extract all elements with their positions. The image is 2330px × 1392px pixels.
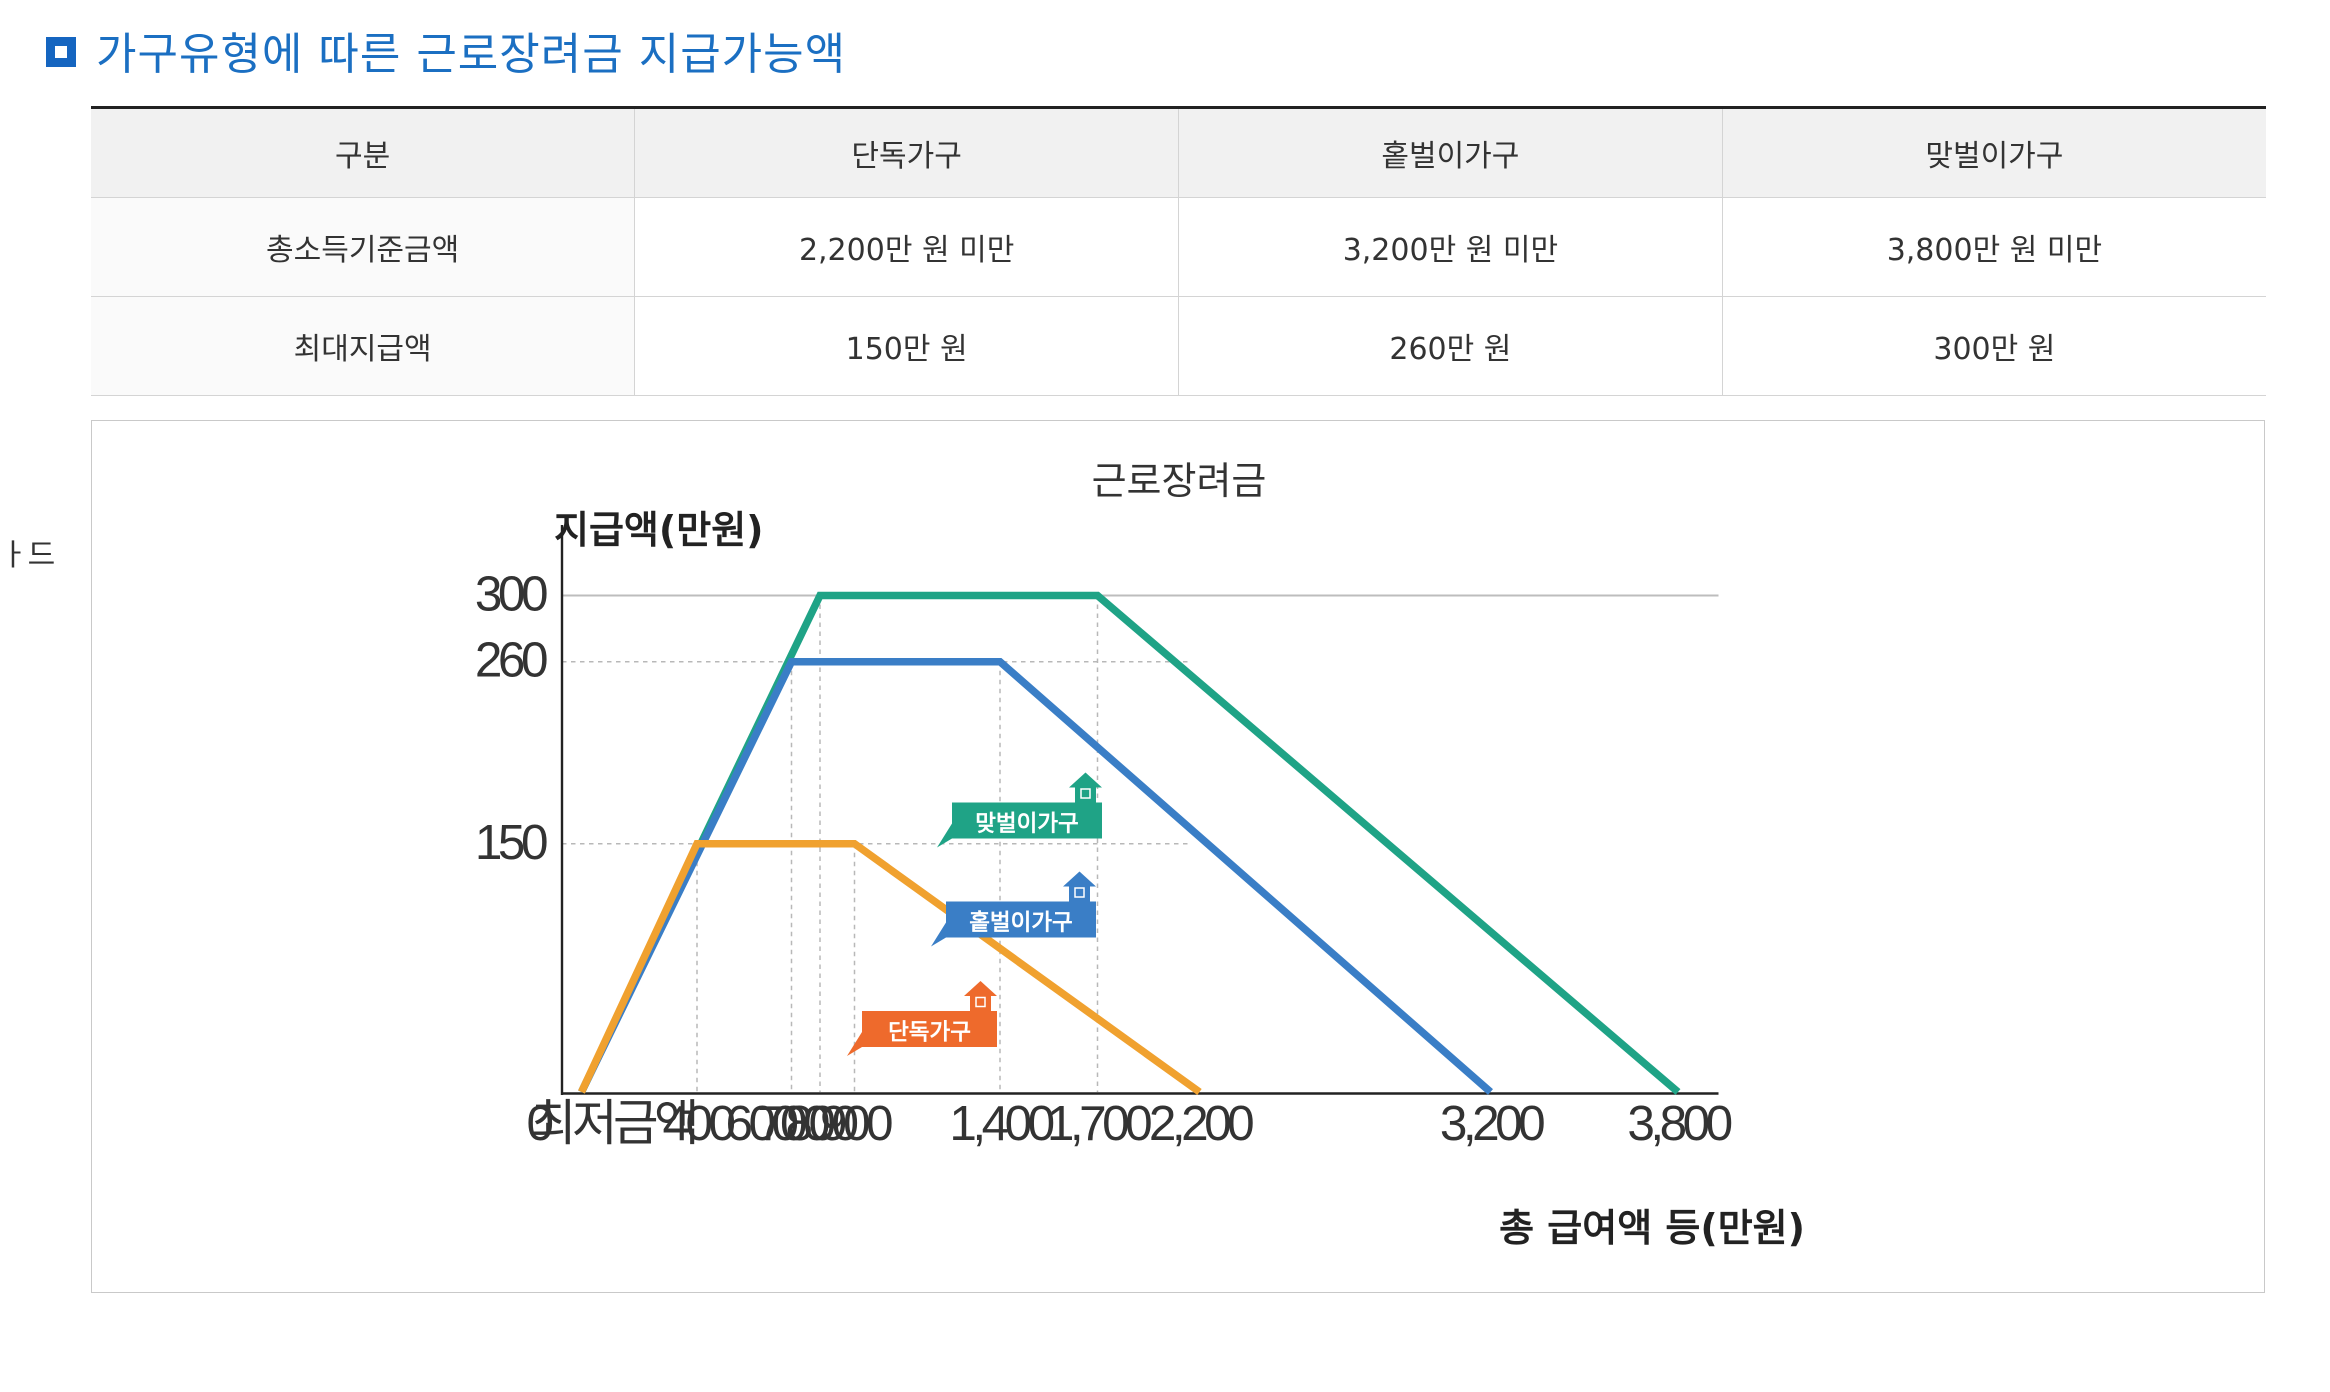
y-tick-label: 300 [475, 567, 547, 622]
x-tick-label: 700 [757, 1096, 829, 1151]
table-header: 홑벌이가구 [1178, 106, 1723, 198]
y-tick-label: 150 [475, 815, 547, 870]
side-fragment-text: ㅏ드 [0, 538, 56, 573]
y-axis-label: 지급액(만원) [554, 508, 764, 552]
tag-background [847, 1011, 997, 1056]
tag-label: 단독가구 [888, 1020, 971, 1046]
table-cell: 300만 원 [1722, 296, 2266, 396]
table-cell: 150만 원 [634, 296, 1179, 396]
house-icon [1063, 871, 1096, 902]
series-line [578, 657, 1493, 1095]
series-line [578, 840, 1202, 1096]
x-tick-label: 2,200 [1149, 1096, 1253, 1151]
x-tick-label: 3,200 [1440, 1096, 1544, 1151]
x-tick-label: 최저금액 [531, 1096, 695, 1151]
house-window-icon [1080, 788, 1091, 799]
x-tick-label: 1,400 [949, 1096, 1053, 1151]
eitc-chart: 근로장려금 지급액(만원) 총 급여액 등(만원) 3002601500최저금액… [475, 459, 1805, 1250]
table-header: 맞벌이가구 [1722, 106, 2266, 198]
house-icon [1069, 772, 1102, 803]
section-heading: 가구유형에 따른 근로장려금 지급가능액 [46, 20, 846, 80]
tag-label: 홑벌이가구 [969, 910, 1073, 936]
table-cell: 최대지급액 [91, 296, 636, 396]
x-tick-label: 1,700 [1047, 1096, 1151, 1151]
x-tick-label: 3,800 [1627, 1096, 1731, 1151]
tag-background [937, 802, 1102, 848]
table-row: 최대지급액 150만 원 260만 원 300만 원 [91, 296, 2266, 396]
table-cell: 260만 원 [1178, 296, 1723, 396]
y-tick-label: 260 [475, 633, 547, 688]
tag-label: 맞벌이가구 [975, 811, 1079, 837]
chart-title: 근로장려금 [1092, 459, 1267, 503]
table-header-row: 구분 단독가구 홑벌이가구 맞벌이가구 [91, 106, 2266, 198]
series-label-tag: 맞벌이가구 [937, 772, 1102, 848]
house-window-icon [975, 996, 986, 1008]
x-tick-label: 400 [662, 1096, 734, 1151]
series-label-tag: 단독가구 [847, 981, 997, 1056]
series-layer [578, 591, 1681, 1096]
series-label-tag: 홑벌이가구 [931, 871, 1096, 947]
house-window-icon [1074, 887, 1085, 898]
table-cell: 2,200만 원 미만 [634, 197, 1179, 297]
table-header: 구분 [91, 106, 636, 198]
eitc-table: 구분 단독가구 홑벌이가구 맞벌이가구 총소득기준금액 2,200만 원 미만 … [91, 106, 2266, 396]
x-tick-label: 800 [785, 1096, 857, 1151]
square-bullet-icon [46, 37, 76, 67]
x-axis-label: 총 급여액 등(만원) [1499, 1206, 1805, 1250]
table-cell: 3,200만 원 미만 [1178, 197, 1723, 297]
x-tick-label: 900 [820, 1096, 892, 1151]
house-icon [964, 981, 997, 1011]
tag-background [931, 901, 1096, 947]
section-title: 가구유형에 따른 근로장려금 지급가능액 [96, 29, 847, 80]
chart-panel: 근로장려금 지급액(만원) 총 급여액 등(만원) 300 260 150 0 최저금액… [91, 420, 2265, 1293]
x-tick-label: 600 [725, 1096, 797, 1151]
table-row: 총소득기준금액 2,200만 원 미만 3,200만 원 미만 3,800만 원… [91, 197, 2266, 297]
table-cell: 총소득기준금액 [91, 197, 636, 297]
table-header: 단독가구 [634, 106, 1179, 198]
table-cell: 3,800만 원 미만 [1722, 197, 2266, 297]
